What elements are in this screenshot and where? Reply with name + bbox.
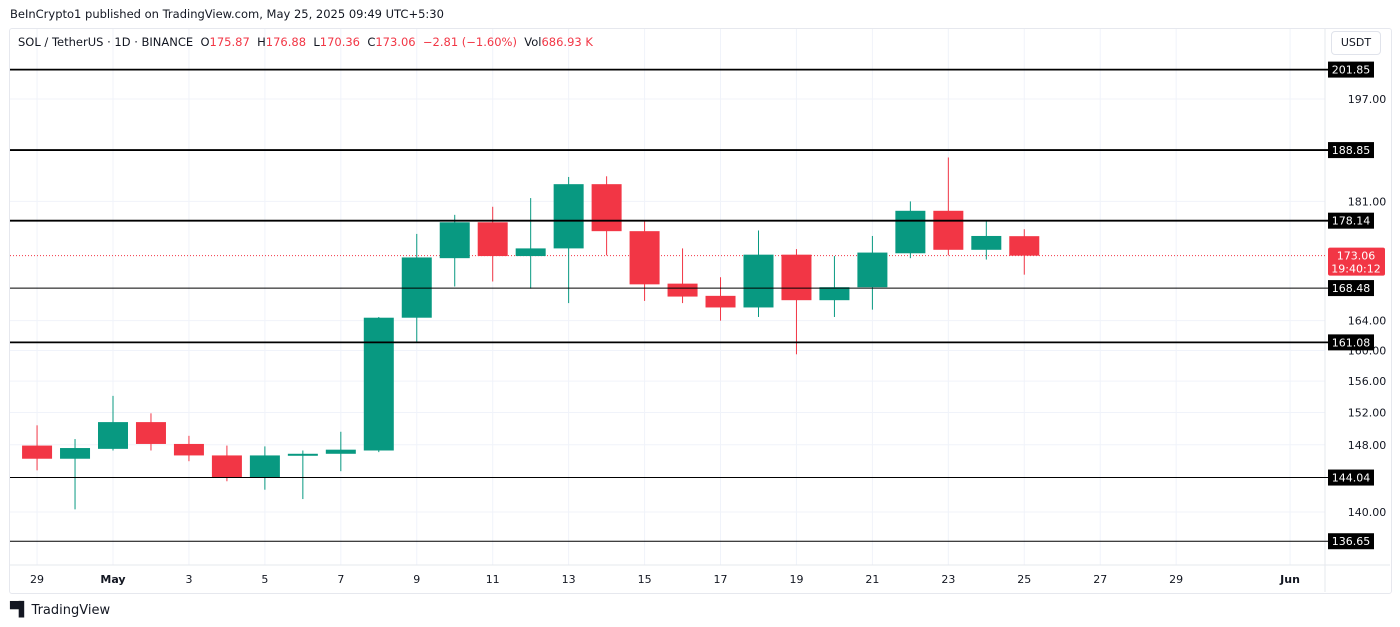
candle-bullish [439,222,470,259]
candle-bearish [629,231,660,285]
price-tick-label: 152.00 [1348,407,1387,420]
level-price-label: 161.08 [1332,336,1371,349]
time-tick-label: 9 [413,573,420,586]
time-tick-label: 21 [865,573,879,586]
candle-bullish [249,455,280,478]
candle-bearish [211,455,242,478]
chart-frame [9,28,1392,594]
time-tick-label: 3 [185,573,192,586]
candle-bearish [135,422,166,444]
candle-bearish [933,210,964,250]
candle-bearish [591,184,622,232]
level-price-label: 201.85 [1332,64,1371,77]
price-tick-label: 197.00 [1348,93,1387,106]
volume-label: Vol [524,35,542,49]
candle-bullish [971,235,1002,250]
candle-bearish [667,283,698,297]
candle-bearish [173,443,204,456]
time-tick-label: Jun [1279,573,1300,586]
time-tick-label: May [100,573,125,586]
candle-bullish [363,317,394,451]
candle-bullish [553,184,584,249]
currency-button[interactable]: USDT [1331,31,1381,55]
close-label: C [367,35,376,49]
time-tick-label: 5 [261,573,268,586]
symbol-name[interactable]: SOL / TetherUS · 1D · BINANCE [18,35,194,49]
brand-name: TradingView [31,602,111,618]
time-tick-label: 7 [337,573,344,586]
candle-bearish [1009,236,1040,256]
level-price-badge [1328,334,1374,351]
low-label: L [313,35,320,49]
level-price-label: 136.65 [1332,535,1371,548]
price-tick-label: 148.00 [1348,439,1387,452]
candle-bullish [819,287,850,301]
level-price-badge [1328,61,1374,78]
time-tick-label: 17 [714,573,728,586]
level-price-badge [1328,533,1374,550]
candle-bullish [857,252,888,288]
time-tick-label: 29 [30,573,44,586]
last-price-badge [1328,247,1385,276]
time-tick-label: 11 [486,573,500,586]
candle-bullish [743,254,774,308]
level-price-label: 144.04 [1332,472,1371,485]
candle-bullish [60,448,91,459]
low-value: 170.36 [319,35,360,49]
candle-bullish [895,210,926,254]
time-tick-label: 19 [789,573,803,586]
level-price-badge [1328,142,1374,159]
volume-value: 686.93 K [541,35,593,49]
candle-bullish [515,248,546,257]
time-tick-label: 25 [1017,573,1031,586]
tradingview-logo-icon: ▀▌ [10,602,29,618]
level-price-badge [1328,212,1374,229]
footer-brand: ▀▌ TradingView [10,602,110,618]
last-price-label: 173.06 [1337,250,1376,263]
time-tick-label: 27 [1093,573,1107,586]
open-value: 175.87 [209,35,250,49]
level-price-label: 168.48 [1332,282,1371,295]
symbol-legend: SOL / TetherUS · 1D · BINANCE O175.87 H1… [18,35,593,49]
candle-bullish [325,449,356,454]
bar-countdown-label: 19:40:12 [1331,263,1380,276]
level-price-badge [1328,280,1374,297]
time-tick-label: 13 [562,573,576,586]
high-label: H [257,35,266,49]
change-value: −2.81 (−1.60%) [422,35,517,49]
candle-bearish [477,222,508,257]
price-tick-label: 140.00 [1348,506,1387,519]
candle-bullish [287,453,318,456]
level-price-label: 188.85 [1332,144,1371,157]
candle-bearish [781,254,812,301]
level-price-label: 178.14 [1332,215,1371,228]
publisher-caption: BeInCrypto1 published on TradingView.com… [10,7,444,21]
price-tick-label: 164.00 [1348,315,1387,328]
price-tick-label: 156.00 [1348,375,1387,388]
price-tick-label: 181.00 [1348,195,1387,208]
candle-bullish [98,422,128,449]
level-price-badge [1328,469,1374,486]
open-label: O [200,35,210,49]
candle-bearish [705,295,736,308]
close-value: 173.06 [375,35,416,49]
time-tick-label: 29 [1169,573,1183,586]
high-value: 176.88 [265,35,307,49]
candle-bearish [22,445,53,459]
time-tick-label: 15 [638,573,652,586]
time-tick-label: 23 [941,573,955,586]
